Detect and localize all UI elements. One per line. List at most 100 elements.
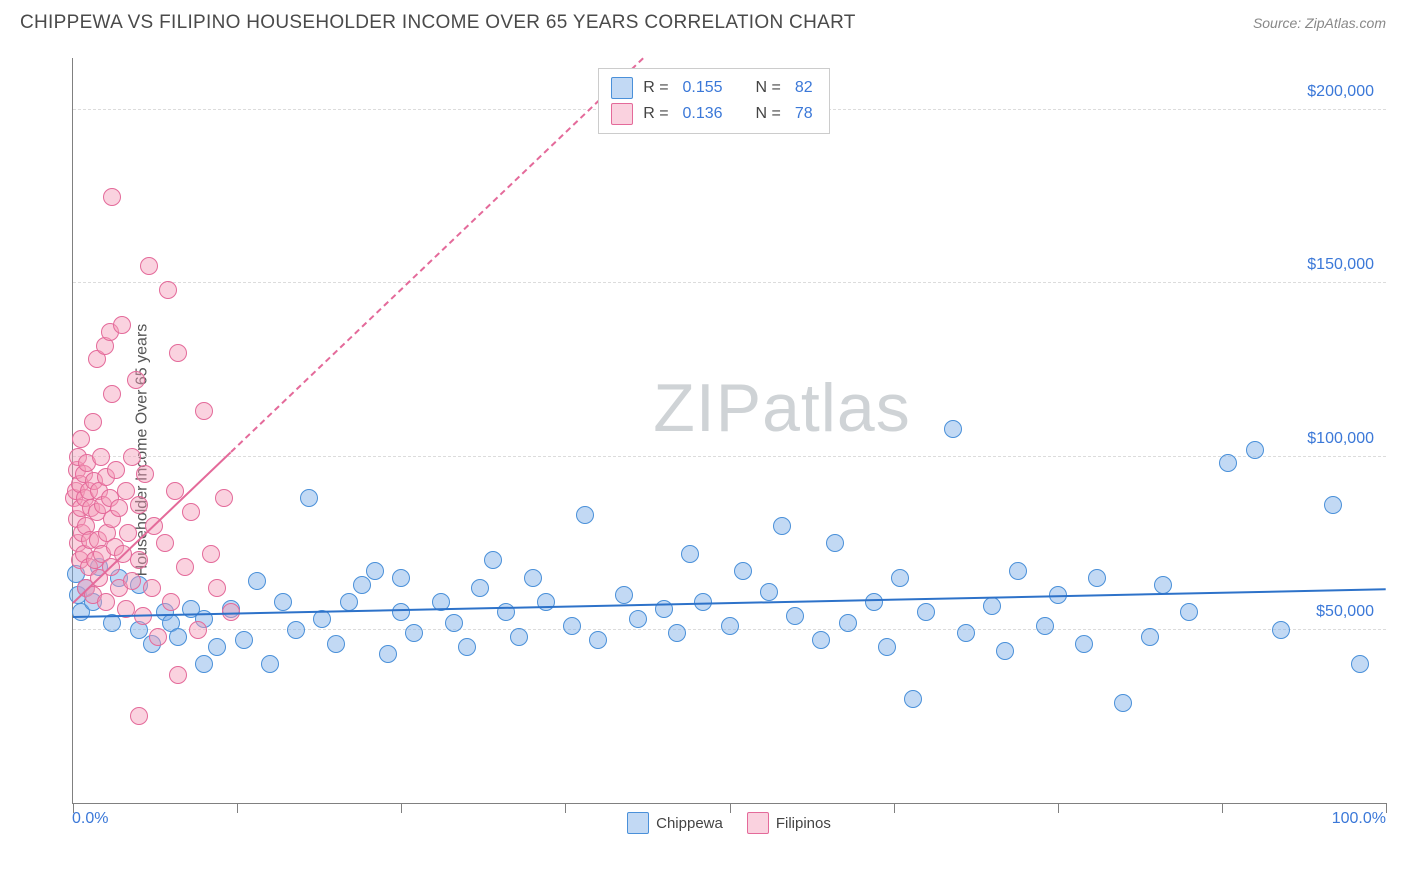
data-point [97,593,115,611]
data-point [340,593,358,611]
data-point [983,597,1001,615]
data-point [169,666,187,684]
legend-swatch [611,77,633,99]
data-point [865,593,883,611]
legend-item: Chippewa [627,812,723,834]
data-point [392,569,410,587]
data-point [629,610,647,628]
data-point [1219,454,1237,472]
data-point [84,413,102,431]
data-point [140,257,158,275]
data-point [195,655,213,673]
data-point [484,551,502,569]
data-point [839,614,857,632]
stat-n-label: N = [755,105,780,123]
data-point [136,465,154,483]
data-point [113,316,131,334]
data-point [149,628,167,646]
data-point [1141,628,1159,646]
data-point [681,545,699,563]
data-point [891,569,909,587]
data-point [458,638,476,656]
stats-legend-row: R = 0.155 N = 82 [611,75,816,101]
data-point [904,690,922,708]
legend-label: Filipinos [776,815,831,832]
stat-n-value: 82 [795,79,813,97]
data-point [195,402,213,420]
data-point [366,562,384,580]
data-point [1351,655,1369,673]
data-point [92,448,110,466]
data-point [1180,603,1198,621]
data-point [379,645,397,663]
watermark-bold: ZIP [653,370,762,446]
chart-container: Householder Income Over 65 years ZIPatla… [20,48,1386,852]
data-point [563,617,581,635]
data-point [208,579,226,597]
data-point [119,524,137,542]
data-point [274,593,292,611]
stat-r-value: 0.155 [683,79,723,97]
x-tick [1386,803,1387,813]
data-point [576,506,594,524]
data-point [1324,496,1342,514]
data-point [182,503,200,521]
y-tick-label: $50,000 [1316,603,1374,621]
stat-r-label: R = [643,79,668,97]
data-point [786,607,804,625]
data-point [405,624,423,642]
data-point [1246,441,1264,459]
data-point [773,517,791,535]
data-point [1114,694,1132,712]
data-point [261,655,279,673]
stat-r-value: 0.136 [683,105,723,123]
data-point [107,461,125,479]
legend-swatch [627,812,649,834]
data-point [130,551,148,569]
data-point [208,638,226,656]
data-point [445,614,463,632]
data-point [300,489,318,507]
data-point [1075,635,1093,653]
data-point [202,545,220,563]
data-point [103,188,121,206]
data-point [957,624,975,642]
series-legend: Chippewa Filipinos [72,812,1386,834]
data-point [123,448,141,466]
data-point [235,631,253,649]
data-point [878,638,896,656]
legend-swatch [611,103,633,125]
legend-item: Filipinos [747,812,831,834]
data-point [327,635,345,653]
data-point [1036,617,1054,635]
data-point [110,499,128,517]
chart-title: CHIPPEWA VS FILIPINO HOUSEHOLDER INCOME … [20,12,856,34]
data-point [1154,576,1172,594]
data-point [917,603,935,621]
data-point [176,558,194,576]
data-point [1272,621,1290,639]
data-point [248,572,266,590]
data-point [130,496,148,514]
data-point [189,621,207,639]
data-point [812,631,830,649]
data-point [1088,569,1106,587]
data-point [287,621,305,639]
stats-legend-row: R =0.136 N =78 [611,101,816,127]
data-point [996,642,1014,660]
data-point [123,572,141,590]
chart-source: Source: ZipAtlas.com [1253,15,1386,31]
data-point [169,628,187,646]
data-point [313,610,331,628]
data-point [510,628,528,646]
data-point [1009,562,1027,580]
data-point [668,624,686,642]
data-point [130,707,148,725]
data-point [156,534,174,552]
data-point [162,593,180,611]
stats-legend: R = 0.155 N = 82R = 0.136 N = 78 [598,68,829,134]
data-point [537,593,555,611]
stat-n-value: 78 [795,105,813,123]
stat-n-label: N = [755,79,780,97]
data-point [760,583,778,601]
